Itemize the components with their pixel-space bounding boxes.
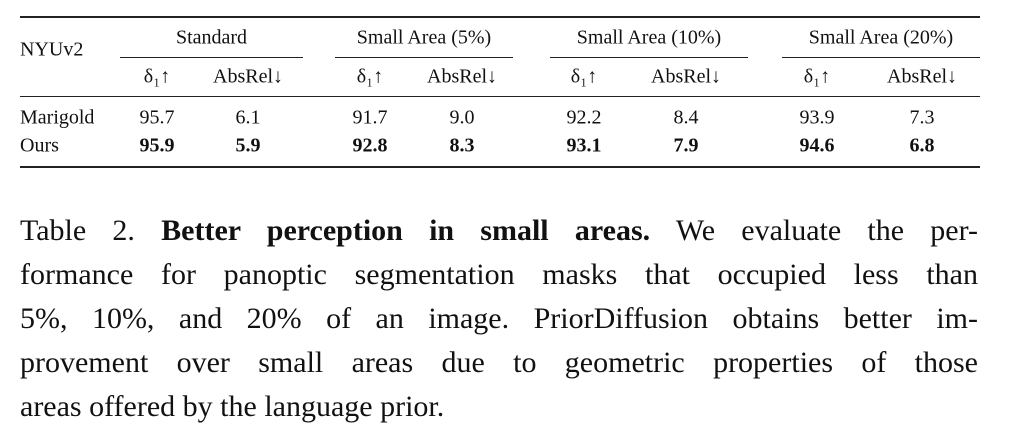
cell: 92.8 (352, 134, 388, 157)
group-header: Small Area (20%) (808, 26, 954, 49)
group-header: Standard (175, 26, 248, 49)
group-header: Small Area (10%) (576, 26, 722, 49)
caption-text: 5%, 10%, and 20% of an image. PriorDiffu… (20, 302, 978, 335)
cell: 93.1 (566, 134, 602, 157)
cell: 7.9 (673, 134, 699, 157)
caption-line: 5%, 10%, and 20% of an image. PriorDiffu… (20, 297, 978, 341)
group-underline (550, 57, 748, 58)
caption-text: provement over small areas due to geomet… (20, 346, 978, 379)
caption-text: formance for panoptic segmentation masks… (20, 258, 978, 291)
cell: 95.9 (139, 134, 175, 157)
top-rule (20, 16, 980, 18)
mid-rule (20, 96, 980, 97)
cell: 95.7 (139, 106, 175, 129)
sub-header: AbsRel↓ (887, 65, 957, 88)
caption-line: provement over small areas due to geomet… (20, 341, 978, 385)
dataset-label: NYUv2 (20, 38, 84, 61)
group-header: Small Area (5%) (356, 26, 492, 49)
bottom-rule (20, 166, 980, 168)
cell: 6.1 (235, 106, 261, 129)
method-name: Ours (20, 134, 59, 157)
cell: 93.9 (799, 106, 835, 129)
sub-header: δ₁↑ (570, 65, 598, 88)
caption-text: We evaluate the per- (675, 214, 978, 247)
cell: 92.2 (566, 106, 602, 129)
cell: 8.3 (449, 134, 475, 157)
group-underline (335, 57, 513, 58)
method-name: Marigold (20, 106, 95, 129)
sub-header: AbsRel↓ (427, 65, 497, 88)
caption-line: formance for panoptic segmentation masks… (20, 253, 978, 297)
cell: 5.9 (235, 134, 261, 157)
sub-header: δ₁↑ (356, 65, 384, 88)
caption-title: Better perception in small areas. (161, 214, 651, 247)
cell: 94.6 (799, 134, 835, 157)
caption-label: Table 2. (20, 214, 135, 247)
cell: 8.4 (673, 106, 699, 129)
caption-line: Table 2. Better perception in small area… (20, 209, 978, 253)
sub-header: δ₁↑ (143, 65, 171, 88)
sub-header: AbsRel↓ (213, 65, 283, 88)
sub-header: AbsRel↓ (651, 65, 721, 88)
cell: 91.7 (352, 106, 388, 129)
cell: 9.0 (449, 106, 475, 129)
cell: 7.3 (909, 106, 935, 129)
caption-line: areas offered by the language prior. (20, 385, 978, 429)
group-underline (120, 57, 303, 58)
caption-text: areas offered by the language prior. (20, 390, 445, 423)
sub-header: δ₁↑ (803, 65, 831, 88)
cell: 6.8 (909, 134, 935, 157)
group-underline (782, 57, 980, 58)
